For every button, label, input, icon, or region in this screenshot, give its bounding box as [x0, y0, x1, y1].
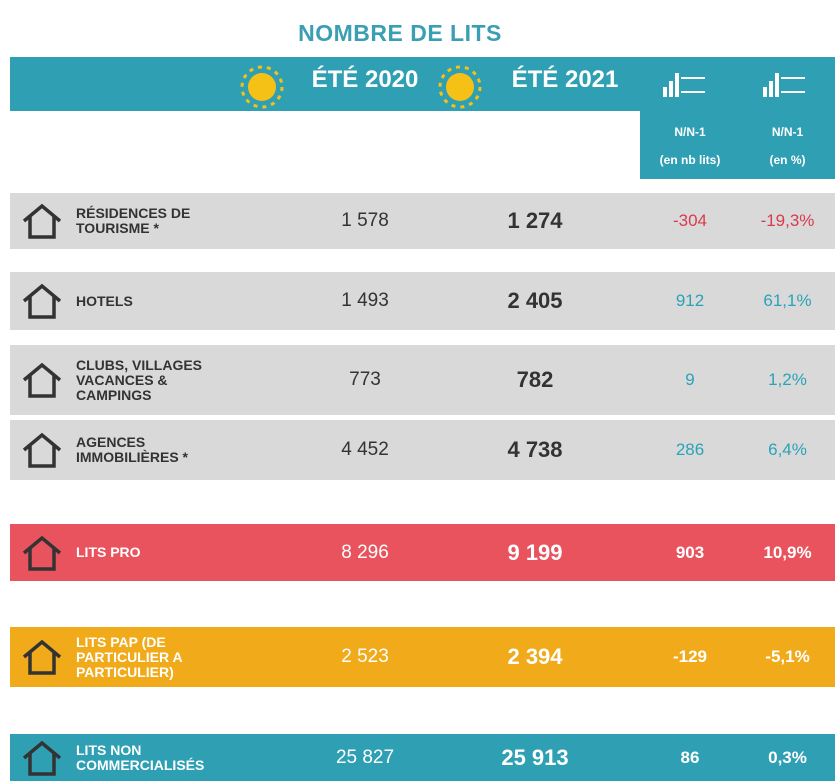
value-2021: 2 405: [507, 288, 563, 313]
row-label: LITS PAP (DE PARTICULIER A PARTICULIER): [76, 633, 183, 680]
value-2021: 782: [516, 367, 554, 392]
diff-label: N/N-1: [674, 125, 706, 139]
value-2020: 8 296: [341, 541, 389, 563]
value-2020: 2 523: [341, 646, 389, 667]
pct: -5,1%: [765, 647, 810, 666]
house-icon: [22, 740, 62, 776]
bars-icon: [663, 73, 705, 97]
diff: -129: [672, 647, 708, 666]
bars-icon: [763, 73, 805, 97]
value-2021: 1 274: [507, 208, 563, 233]
value-2020: 1 493: [341, 290, 389, 311]
diff: 903: [675, 542, 705, 562]
row-bg: [10, 193, 835, 249]
house-icon: [22, 535, 62, 571]
value-2021: 25 913: [501, 744, 569, 770]
diff: 286: [675, 440, 705, 459]
diff: 9: [685, 370, 695, 389]
value-2020: 25 827: [335, 746, 395, 768]
value-2021: 4 738: [507, 437, 563, 462]
sun-icon: [438, 65, 482, 109]
value-2020: 4 452: [341, 439, 389, 460]
house-icon: [22, 362, 62, 398]
header-icons: [240, 65, 805, 109]
header-bar: [10, 57, 835, 111]
row-label: HOTELS: [76, 292, 133, 309]
pct: 61,1%: [763, 291, 812, 310]
title: NOMBRE DE LITS: [298, 20, 502, 46]
row-bg: [10, 734, 835, 781]
row-bg: [10, 420, 835, 480]
pct: -19,3%: [760, 211, 815, 230]
house: [22, 283, 62, 319]
row-bg: [10, 345, 835, 415]
house-icon: [22, 203, 62, 239]
house: [22, 362, 62, 398]
house-icon: [22, 432, 62, 468]
house: [22, 432, 62, 468]
row-label: CLUBS, VILLAGES VACANCES & CAMPINGS: [76, 356, 203, 403]
pct-unit: (en %): [769, 153, 806, 167]
row-label: RÉSIDENCES DE TOURISME *: [76, 205, 191, 236]
pct-label: N/N-1: [771, 125, 804, 139]
value-2021: 2 394: [507, 644, 563, 669]
house-icon: [22, 639, 62, 675]
col-2020: ÉTÉ 2020: [311, 66, 419, 93]
col-2021: ÉTÉ 2021: [511, 66, 619, 93]
house-icon: [22, 283, 62, 319]
house: [22, 203, 62, 239]
diff-unit: (en nb lits): [659, 153, 721, 167]
house: [22, 740, 62, 776]
row-label: LITS PRO: [76, 544, 141, 560]
diff: 86: [680, 747, 700, 767]
diff: -304: [672, 211, 708, 230]
row-bg: [10, 627, 835, 687]
sun-icon: [240, 65, 284, 109]
row-label: LITS NON COMMERCIALISÉS: [76, 741, 205, 773]
pct: 10,9%: [763, 542, 812, 562]
row-bg: [10, 272, 835, 330]
row-bg: [10, 524, 835, 581]
house: [22, 639, 62, 675]
row-label: AGENCES IMMOBILIÈRES *: [76, 434, 189, 465]
header-sub: [640, 111, 835, 179]
pct: 0,3%: [768, 747, 807, 767]
diff: 912: [675, 291, 705, 310]
pct: 1,2%: [768, 370, 807, 389]
value-2021: 9 199: [507, 539, 563, 565]
value-2020: 1 578: [341, 210, 389, 231]
pct: 6,4%: [768, 440, 807, 459]
house: [22, 535, 62, 571]
value-2020: 773: [349, 369, 381, 390]
